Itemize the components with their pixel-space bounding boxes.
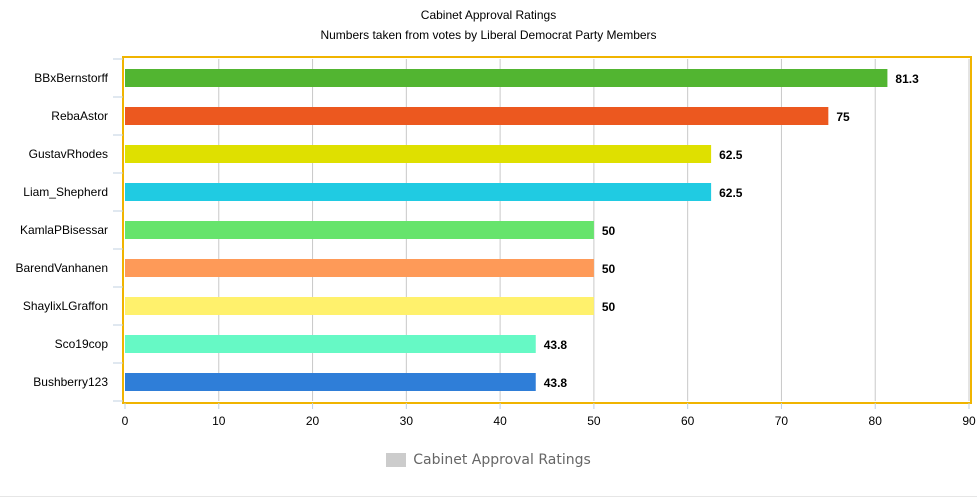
data-label: 50 bbox=[602, 224, 616, 238]
y-tick-label: Sco19cop bbox=[55, 337, 109, 351]
y-tick-label: Liam_Shepherd bbox=[23, 185, 108, 199]
legend[interactable]: Cabinet Approval Ratings bbox=[0, 452, 977, 468]
bar[interactable] bbox=[125, 145, 712, 163]
y-tick-label: GustavRhodes bbox=[29, 147, 108, 161]
x-tick-label: 60 bbox=[681, 414, 695, 428]
y-tick-label: Bushberry123 bbox=[33, 375, 108, 389]
bar[interactable] bbox=[125, 373, 536, 391]
bar[interactable] bbox=[125, 107, 829, 125]
y-tick-label: RebaAstor bbox=[51, 109, 108, 123]
x-tick-label: 20 bbox=[306, 414, 320, 428]
legend-swatch bbox=[386, 453, 407, 467]
data-label: 43.8 bbox=[544, 338, 568, 352]
bar[interactable] bbox=[125, 183, 712, 201]
x-tick-label: 80 bbox=[869, 414, 883, 428]
x-tick-label: 40 bbox=[493, 414, 507, 428]
x-tick-label: 70 bbox=[775, 414, 789, 428]
y-tick-label: KamlaPBisessar bbox=[20, 223, 108, 237]
y-tick-label: BarendVanhanen bbox=[15, 261, 108, 275]
x-tick-label: 10 bbox=[212, 414, 226, 428]
y-tick-label: BBxBernstorff bbox=[34, 71, 108, 85]
plot-border bbox=[122, 56, 972, 404]
data-label: 75 bbox=[836, 110, 850, 124]
data-label: 50 bbox=[602, 300, 616, 314]
data-label: 62.5 bbox=[719, 148, 743, 162]
data-label: 62.5 bbox=[719, 186, 743, 200]
bar[interactable] bbox=[125, 221, 594, 239]
divider bbox=[0, 496, 977, 497]
x-tick-label: 50 bbox=[587, 414, 601, 428]
x-tick-label: 30 bbox=[400, 414, 414, 428]
chart-subtitle: Numbers taken from votes by Liberal Demo… bbox=[320, 28, 657, 42]
bar[interactable] bbox=[125, 69, 888, 87]
bar[interactable] bbox=[125, 259, 594, 277]
data-label: 81.3 bbox=[895, 72, 919, 86]
bar[interactable] bbox=[125, 335, 536, 353]
data-label: 43.8 bbox=[544, 376, 568, 390]
legend-label: Cabinet Approval Ratings bbox=[413, 452, 591, 468]
x-tick-label: 90 bbox=[962, 414, 976, 428]
bar[interactable] bbox=[125, 297, 594, 315]
y-tick-label: ShaylixLGraffon bbox=[23, 299, 108, 313]
chart-title: Cabinet Approval Ratings bbox=[420, 8, 557, 22]
data-label: 50 bbox=[602, 262, 616, 276]
x-tick-label: 0 bbox=[122, 414, 129, 428]
